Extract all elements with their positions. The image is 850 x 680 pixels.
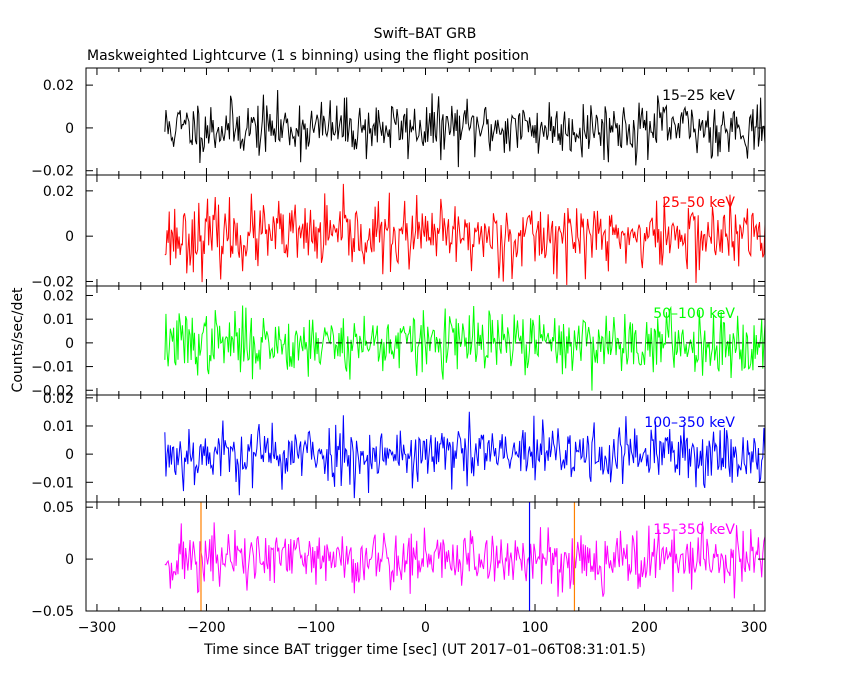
x-axis-label: Time since BAT trigger time [sec] (UT 20… bbox=[203, 642, 646, 658]
x-tick-label: −100 bbox=[297, 620, 335, 636]
y-tick-label: −0.01 bbox=[31, 475, 74, 491]
y-tick-label: 0 bbox=[65, 552, 74, 568]
y-tick-label: 0 bbox=[65, 229, 74, 245]
y-tick-label: 0 bbox=[65, 447, 74, 463]
series-line bbox=[164, 521, 766, 599]
chart-subtitle: Maskweighted Lightcurve (1 s binning) us… bbox=[87, 48, 529, 64]
y-tick-label: −0.01 bbox=[31, 360, 74, 376]
series-line bbox=[164, 305, 766, 391]
series-line bbox=[164, 183, 766, 286]
y-tick-label: −0.05 bbox=[31, 604, 74, 620]
y-tick-label: 0 bbox=[65, 121, 74, 137]
series-legend-label: 50–100 keV bbox=[653, 306, 735, 322]
x-tick-label: −300 bbox=[78, 620, 116, 636]
y-tick-label: 0.02 bbox=[43, 78, 74, 94]
y-tick-label: −0.02 bbox=[31, 164, 74, 180]
panel-frame bbox=[85, 67, 766, 176]
chart-title: Swift–BAT GRB bbox=[374, 26, 477, 42]
panel-frame bbox=[85, 501, 766, 612]
x-tick-label: −200 bbox=[187, 620, 225, 636]
x-tick-label: 200 bbox=[631, 620, 658, 636]
series-line bbox=[164, 89, 766, 168]
x-tick-label: 100 bbox=[522, 620, 549, 636]
series-legend-label: 25–50 keV bbox=[662, 195, 735, 211]
y-tick-label: −0.02 bbox=[31, 383, 74, 399]
panels-group: 0.02 0 −0.02 15–25 keV 0.02 0 −0.02 25–50 keV 0.… bbox=[31, 67, 768, 636]
y-tick-label: 0.05 bbox=[43, 500, 74, 516]
x-tick-label: 300 bbox=[741, 620, 768, 636]
series-legend-label: 15–350 keV bbox=[653, 522, 735, 538]
y-axis-label: Counts/sec/det bbox=[10, 287, 26, 392]
y-tick-label: 0.02 bbox=[43, 184, 74, 200]
series-line bbox=[164, 411, 766, 499]
y-tick-label: −0.02 bbox=[31, 274, 74, 290]
series-legend-label: 100–350 keV bbox=[644, 415, 735, 431]
y-tick-label: 0.02 bbox=[43, 391, 74, 407]
y-tick-label: 0 bbox=[65, 336, 74, 352]
x-tick-label: 0 bbox=[421, 620, 430, 636]
y-tick-label: 0.01 bbox=[43, 419, 74, 435]
y-tick-label: 0.02 bbox=[43, 288, 74, 304]
y-tick-label: 0.01 bbox=[43, 312, 74, 328]
series-legend-label: 15–25 keV bbox=[662, 88, 735, 104]
panel-frame bbox=[85, 285, 766, 396]
